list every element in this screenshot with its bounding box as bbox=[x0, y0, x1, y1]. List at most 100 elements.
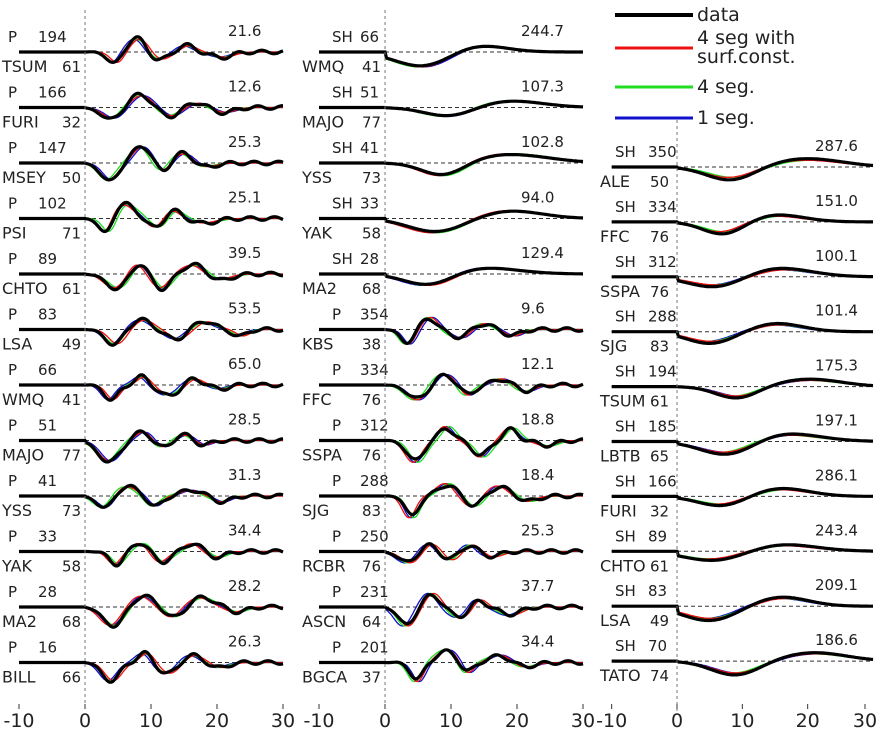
station-azimuth: 231 bbox=[360, 583, 389, 601]
station-panel: P 288 SJG 83 18.4 bbox=[302, 466, 584, 520]
x-tick-label: 0 bbox=[671, 710, 683, 732]
station-name: RCBR bbox=[302, 557, 346, 576]
waveform-trace bbox=[19, 316, 284, 347]
waveform-trace bbox=[319, 153, 584, 177]
station-panel: SH 28 MA2 68 129.4 bbox=[302, 244, 584, 298]
x-tick-label: 10 bbox=[439, 710, 463, 732]
station-distance: 76 bbox=[650, 283, 669, 301]
station-panel: P 66 WMQ 41 65.0 bbox=[2, 355, 284, 409]
waveform-trace bbox=[19, 145, 284, 182]
station-phase: SH bbox=[615, 527, 636, 545]
waveform-trace bbox=[19, 429, 284, 464]
peak-amplitude: 9.6 bbox=[521, 300, 545, 318]
station-azimuth: 51 bbox=[360, 84, 379, 102]
station-panel: P 354 KBS 38 9.6 bbox=[302, 300, 584, 354]
station-name: BILL bbox=[2, 668, 36, 687]
x-tick-label: 20 bbox=[796, 710, 820, 732]
station-distance: 61 bbox=[650, 393, 669, 411]
peak-amplitude: 129.4 bbox=[521, 244, 564, 262]
station-panel: P 166 FURI 32 12.6 bbox=[2, 78, 283, 132]
peak-amplitude: 101.4 bbox=[815, 302, 858, 320]
station-name: FURI bbox=[2, 113, 39, 132]
waveform-trace bbox=[319, 426, 584, 461]
station-phase: P bbox=[8, 472, 17, 490]
peak-amplitude: 151.0 bbox=[815, 192, 858, 210]
station-distance: 83 bbox=[650, 338, 669, 356]
station-distance: 61 bbox=[62, 280, 81, 298]
waveform-trace bbox=[319, 648, 584, 681]
x-tick-label: 20 bbox=[505, 710, 529, 732]
station-azimuth: 288 bbox=[360, 472, 389, 490]
waveform-trace bbox=[611, 486, 873, 508]
peak-amplitude: 94.0 bbox=[521, 189, 554, 207]
waveform-trace bbox=[19, 649, 284, 684]
station-name: FFC bbox=[302, 390, 332, 409]
peak-amplitude: 25.3 bbox=[521, 522, 554, 540]
peak-amplitude: 25.3 bbox=[228, 133, 261, 151]
x-tick-label: 10 bbox=[730, 710, 754, 732]
waveform-trace bbox=[319, 317, 584, 346]
waveform-trace bbox=[319, 372, 584, 399]
station-phase: SH bbox=[615, 363, 636, 381]
peak-amplitude: 21.6 bbox=[228, 22, 261, 40]
peak-amplitude: 39.5 bbox=[228, 244, 261, 262]
station-distance: 76 bbox=[362, 558, 381, 576]
station-phase: P bbox=[332, 583, 341, 601]
peak-amplitude: 25.1 bbox=[228, 189, 261, 207]
station-phase: P bbox=[8, 306, 17, 324]
station-azimuth: 89 bbox=[648, 527, 667, 545]
station-name: KBS bbox=[302, 335, 333, 354]
station-distance: 71 bbox=[62, 225, 81, 243]
station-phase: P bbox=[8, 528, 17, 546]
x-tick-label: 30 bbox=[271, 710, 295, 732]
station-panel: SH 51 MAJO 77 107.3 bbox=[302, 78, 584, 132]
station-distance: 41 bbox=[62, 391, 81, 409]
peak-amplitude: 18.4 bbox=[521, 466, 554, 484]
station-azimuth: 28 bbox=[360, 250, 379, 268]
station-distance: 58 bbox=[362, 225, 381, 243]
x-tick-label: -10 bbox=[303, 710, 334, 732]
station-panel: SH 312 SSPA 76 100.1 bbox=[600, 247, 873, 301]
legend-label: data bbox=[697, 4, 740, 26]
peak-amplitude: 34.4 bbox=[228, 522, 261, 540]
station-phase: P bbox=[8, 139, 17, 157]
station-name: MAJO bbox=[2, 446, 44, 465]
waveform-trace bbox=[19, 200, 284, 234]
station-name: TSUM bbox=[1, 57, 47, 76]
station-azimuth: 312 bbox=[360, 417, 389, 435]
station-phase: SH bbox=[332, 139, 353, 157]
station-azimuth: 288 bbox=[648, 308, 677, 326]
waveform-trace bbox=[319, 542, 584, 563]
station-azimuth: 102 bbox=[38, 195, 67, 213]
time-axes: -10 0 10 20 30 -10 0 10 20 30 -10 0 10 20 30 bbox=[3, 10, 877, 732]
peak-amplitude: 100.1 bbox=[815, 247, 858, 265]
peak-amplitude: 197.1 bbox=[815, 412, 858, 430]
station-name: FURI bbox=[600, 501, 637, 520]
station-name: MA2 bbox=[2, 612, 37, 631]
station-panel: SH 350 ALE 50 287.6 bbox=[600, 137, 874, 191]
waveform-trace bbox=[19, 373, 284, 402]
waveform-trace bbox=[19, 376, 283, 401]
station-phase: P bbox=[8, 417, 17, 435]
legend-label: surf.const. bbox=[697, 46, 796, 68]
station-name: SSPA bbox=[302, 446, 342, 465]
peak-amplitude: 186.6 bbox=[815, 631, 858, 649]
station-phase: SH bbox=[615, 472, 636, 490]
x-tick-label: -10 bbox=[3, 710, 34, 732]
waveform-trace bbox=[19, 593, 284, 629]
station-azimuth: 41 bbox=[38, 472, 57, 490]
station-panel: SH 185 LBTB 65 197.1 bbox=[600, 412, 874, 466]
station-azimuth: 66 bbox=[360, 28, 379, 46]
waveform-trace bbox=[611, 213, 873, 236]
station-phase: SH bbox=[332, 250, 353, 268]
station-distance: 50 bbox=[62, 169, 81, 187]
legend-entry: data bbox=[615, 4, 740, 26]
station-name: MAJO bbox=[302, 113, 344, 132]
station-azimuth: 201 bbox=[360, 639, 389, 657]
station-name: LSA bbox=[600, 611, 630, 630]
station-phase: P bbox=[332, 417, 341, 435]
station-azimuth: 166 bbox=[38, 84, 67, 102]
